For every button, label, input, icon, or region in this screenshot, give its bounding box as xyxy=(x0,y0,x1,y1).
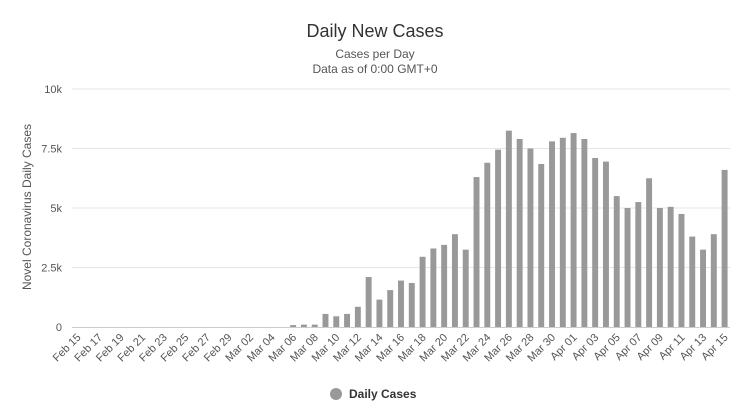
bar-apr-15[interactable] xyxy=(721,169,728,327)
bar-mar-10[interactable] xyxy=(333,316,340,327)
y-tick-label: 2.5k xyxy=(41,263,62,275)
bar-mar-13[interactable] xyxy=(365,277,372,327)
bar-mar-07[interactable] xyxy=(300,324,307,327)
bar-mar-25[interactable] xyxy=(495,149,502,327)
y-axis-label: Novel Coronavirus Daily Cases xyxy=(20,124,34,290)
chart-subtitle-line-2: Data as of 0:00 GMT+0 xyxy=(312,62,437,76)
bar-mar-27[interactable] xyxy=(516,138,523,327)
bar-apr-02[interactable] xyxy=(581,138,588,327)
chart-subtitle-line-1: Cases per Day xyxy=(335,47,414,61)
bar-apr-04[interactable] xyxy=(602,161,609,327)
bar-mar-26[interactable] xyxy=(505,130,512,327)
y-gridlines xyxy=(72,88,730,268)
bar-mar-06[interactable] xyxy=(290,325,297,327)
y-tick-label: 0 xyxy=(56,322,62,334)
bar-mar-18[interactable] xyxy=(419,256,426,327)
bar-mar-19[interactable] xyxy=(430,248,437,327)
y-tick-label: 10k xyxy=(44,84,62,96)
bar-mar-22[interactable] xyxy=(462,249,469,327)
chart-title: Daily New Cases xyxy=(306,21,443,41)
bar-apr-14[interactable] xyxy=(710,234,717,327)
bar-apr-06[interactable] xyxy=(624,208,631,327)
bar-mar-12[interactable] xyxy=(354,306,361,327)
bar-apr-11[interactable] xyxy=(678,213,685,327)
bar-apr-13[interactable] xyxy=(700,249,706,327)
bar-mar-21[interactable] xyxy=(451,234,458,327)
y-tick-label: 7.5k xyxy=(41,144,62,156)
bar-mar-23[interactable] xyxy=(473,177,480,327)
y-tick-label: 5k xyxy=(50,203,62,215)
bar-mar-24[interactable] xyxy=(484,162,491,327)
legend[interactable]: Daily Cases xyxy=(330,387,417,401)
bar-apr-05[interactable] xyxy=(613,196,620,327)
bar-mar-29[interactable] xyxy=(538,163,545,327)
bar-mar-31[interactable] xyxy=(559,137,566,327)
bars xyxy=(290,130,728,328)
bar-mar-14[interactable] xyxy=(376,299,383,327)
bar-mar-30[interactable] xyxy=(549,141,555,327)
bar-apr-01[interactable] xyxy=(570,133,577,327)
bar-apr-03[interactable] xyxy=(592,158,599,327)
bar-apr-07[interactable] xyxy=(635,202,642,327)
bar-mar-09[interactable] xyxy=(322,313,329,327)
bar-apr-12[interactable] xyxy=(689,236,696,327)
legend-label-daily-cases[interactable]: Daily Cases xyxy=(349,387,417,401)
bar-mar-28[interactable] xyxy=(527,148,534,328)
bar-mar-17[interactable] xyxy=(408,282,415,327)
bar-apr-09[interactable] xyxy=(656,208,663,327)
bar-mar-20[interactable] xyxy=(441,244,448,327)
bar-mar-15[interactable] xyxy=(387,290,394,327)
bar-mar-16[interactable] xyxy=(398,280,404,327)
bar-mar-11[interactable] xyxy=(344,313,351,327)
bar-apr-08[interactable] xyxy=(646,178,653,327)
bar-apr-10[interactable] xyxy=(667,206,674,327)
legend-marker-daily-cases[interactable] xyxy=(330,388,342,400)
bar-mar-08[interactable] xyxy=(311,324,318,327)
y-axis-ticks: 0 2.5k 5k 7.5k 10k xyxy=(41,84,62,334)
